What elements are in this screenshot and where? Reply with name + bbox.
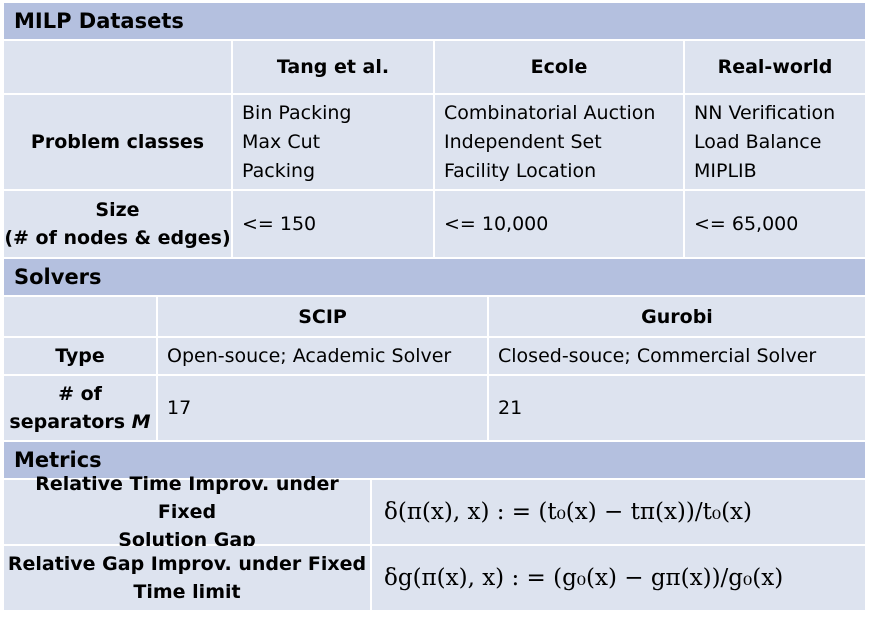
problem-class: NN Verification [694,101,836,124]
problem-class: Combinatorial Auction [444,101,656,124]
problem-classes-ecole: Combinatorial Auction Independent Set Fa… [435,95,683,189]
size-tang: <= 150 [233,191,433,257]
metric-label-line2: Time limit [133,581,241,603]
size-ecole: <= 10,000 [435,191,683,257]
section-header-solvers: Solvers [4,257,865,297]
type-gurobi: Closed-souce; Commercial Solver [489,338,865,374]
row-label-size: Size (# of nodes & edges) [4,191,231,257]
column-header-scip: SCIP [158,297,487,336]
size-label-line2: (# of nodes & edges) [4,227,231,249]
problem-class: Load Balance [694,130,822,153]
sep-label-line1: # of [58,383,102,405]
solvers-grid: SCIP Gurobi Type Open-souce; Academic So… [4,297,865,440]
separators-gurobi: 21 [489,376,865,440]
column-header-tang: Tang et al. [233,41,433,93]
datasets-grid: Tang et al. Ecole Real-world Problem cla… [4,41,865,257]
datasets-corner-cell [4,41,231,93]
problem-class: Facility Location [444,159,597,182]
metric-label-line1: Relative Time Improv. under Fixed [35,473,339,523]
section-header-datasets: MILP Datasets [4,3,865,41]
solvers-corner-cell [4,297,156,336]
metric-label-time: Relative Time Improv. under Fixed Soluti… [4,473,370,551]
metrics-grid: Relative Time Improv. under Fixed Soluti… [4,473,865,610]
problem-class: Max Cut [242,130,321,153]
datasets-title: MILP Datasets [14,9,184,33]
row-label-problem-classes: Problem classes [4,95,231,189]
problem-classes-tang: Bin Packing Max Cut Packing [233,95,433,189]
type-scip: Open-souce; Academic Solver [158,338,487,374]
separators-scip: 17 [158,376,487,440]
sep-label-line2: separators M [9,408,150,436]
row-label-type: Type [4,338,156,374]
metrics-title: Metrics [14,448,102,472]
column-header-gurobi: Gurobi [489,297,865,336]
section-header-metrics: Metrics [4,440,865,480]
problem-classes-real-world: NN Verification Load Balance MIPLIB [685,95,865,189]
metric-label-gap: Relative Gap Improv. under Fixed Time li… [4,546,370,610]
sep-label-text: separators [9,411,126,433]
column-header-real-world: Real-world [685,41,865,93]
problem-class: Independent Set [444,130,602,153]
metric-label-line1: Relative Gap Improv. under Fixed [7,553,367,575]
sep-label-var: M [131,411,151,433]
problem-class: Bin Packing [242,101,352,124]
solvers-title: Solvers [14,265,102,289]
metric-label-line2: Solution Gap [118,529,256,551]
size-label-line1: Size [95,199,140,221]
problem-class: MIPLIB [694,159,757,182]
size-real-world: <= 65,000 [685,191,865,257]
row-label-separators: # of separators M [4,376,156,440]
summary-table: MILP Datasets Tang et al. Ecole Real-wor… [4,3,865,610]
column-header-ecole: Ecole [435,41,683,93]
metric-formula-gap: δg(π(x), x) : = (g₀(x) − gπ(x))/g₀(x) [372,546,865,610]
metric-formula-time: δ(π(x), x) : = (t₀(x) − tπ(x))/t₀(x) [372,480,865,544]
problem-class: Packing [242,159,316,182]
